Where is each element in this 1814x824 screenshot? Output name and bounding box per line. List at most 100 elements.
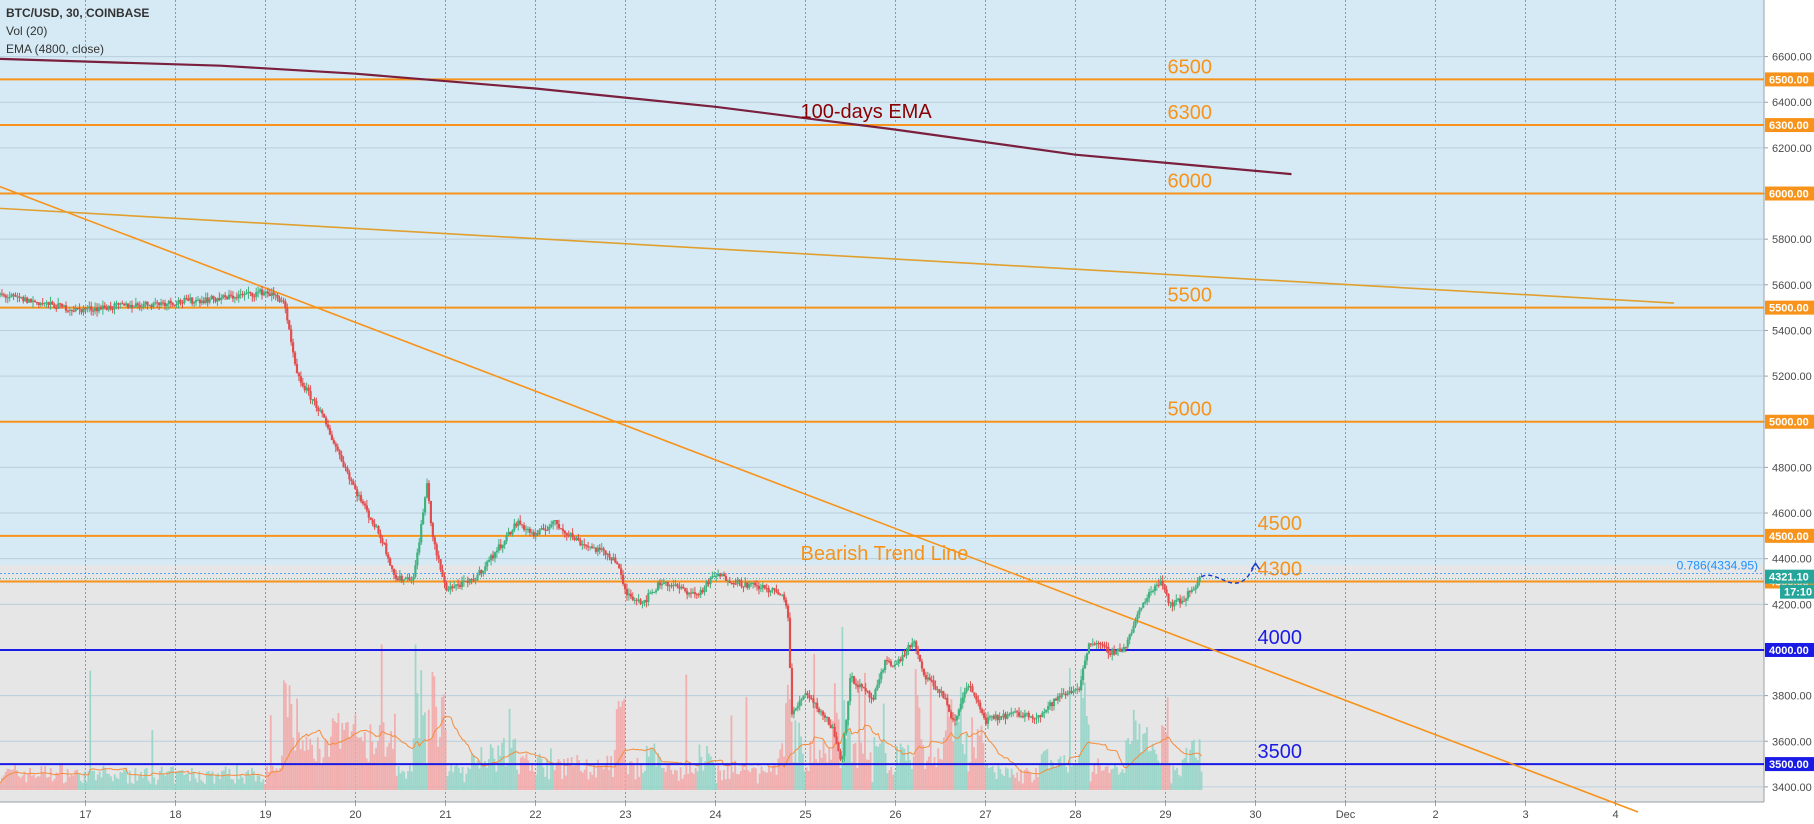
candle-body [818,708,821,713]
indicator-volume-label[interactable]: Vol (20) [6,24,47,38]
candle-body [338,450,341,455]
volume-bar [781,743,784,790]
candle-body [389,558,392,566]
volume-bar [395,775,398,790]
time-tick-label[interactable]: 24 [709,809,721,821]
time-tick-label[interactable]: 4 [1612,809,1618,821]
level-label: 6000 [1168,171,1213,193]
volume-bar [388,742,391,790]
volume-bar [1125,740,1128,790]
time-tick-label[interactable]: 19 [259,809,271,821]
volume-bar [854,742,857,790]
candle-body [84,308,87,310]
chart-legend[interactable]: BTC/USD, 30, COINBASE Vol (20) EMA (4800… [6,6,149,56]
indicator-ema-label[interactable]: EMA (4800, close) [6,42,104,56]
time-tick-label[interactable]: 2 [1432,809,1438,821]
volume-bar [1016,772,1019,790]
time-tick-label[interactable]: 27 [979,809,991,821]
time-axis[interactable]: 17 18 19 20 21 22 23 24 25 26 27 28 29 30 Dec 2 3 4 [79,802,1619,821]
volume-bar [809,740,812,790]
price-axis[interactable]: 3400.00 3600.00 3800.00 4000.00 4200.00 4400.… [1764,52,1814,794]
volume-bar [489,744,492,790]
candle-body [348,472,351,480]
candle-body [1070,691,1073,693]
volume-bar [345,722,347,790]
candle-body [1130,632,1133,635]
candle-body [1072,691,1075,693]
candle-body [346,467,349,473]
candle-body [1157,584,1160,586]
volume-bar [542,767,545,790]
candle-body [1124,647,1127,649]
candle-body [651,592,654,594]
volume-bar [615,709,618,790]
candle-body [849,677,852,702]
candle-body [951,717,955,720]
time-tick-label[interactable]: 28 [1069,809,1081,821]
candle-body [507,531,510,536]
volume-bar [299,749,302,790]
volume-bar [414,644,417,790]
volume-bar [283,680,285,790]
time-tick-label[interactable]: 23 [619,809,631,821]
candle-body [996,714,999,721]
volume-bar [89,670,92,790]
time-tick-label[interactable]: 30 [1249,809,1261,821]
candle-body [307,387,310,391]
volume-bar [1020,769,1022,790]
candle-body [350,479,353,482]
time-tick-label[interactable]: 3 [1522,809,1528,821]
candle-body [1043,711,1046,713]
candle-body [1126,639,1129,648]
candle-body [988,716,992,718]
candle-body [1041,712,1044,717]
volume-bar [826,762,829,790]
time-tick-label[interactable]: 20 [349,809,361,821]
volume-bar [93,770,95,790]
time-tick-label[interactable]: 25 [799,809,811,821]
projected-arrow [1250,561,1261,570]
volume-bar [375,747,377,790]
candle-body [1144,601,1147,603]
candle-body [1109,653,1112,655]
candle-body [955,715,959,721]
time-tick-label[interactable]: 18 [169,809,181,821]
candle-body [691,592,695,594]
time-tick-label[interactable]: 29 [1159,809,1171,821]
volume-bar [499,755,502,790]
candle-body [257,291,260,293]
volume-bar [623,698,626,790]
price-tick-label: 3400.00 [1772,782,1812,794]
time-tick-label[interactable]: 21 [439,809,451,821]
time-tick-label[interactable]: 22 [529,809,541,821]
candle-body [835,736,838,744]
volume-bar [540,758,543,790]
symbol-label[interactable]: BTC/USD, 30, COINBASE [6,6,149,20]
volume-bar [328,756,330,790]
candle-body [381,538,384,544]
volume-bar [204,783,206,790]
candle-body [297,373,301,377]
volume-bar [1089,781,1092,790]
candle-body [534,533,537,537]
candle-body [462,580,466,582]
candle-body [546,529,549,531]
candle-body [501,544,504,549]
candle-body [736,579,739,584]
volume-bar [267,771,270,790]
time-tick-label[interactable]: 26 [889,809,901,821]
volume-bar [907,744,910,790]
candle-body [443,576,446,583]
time-tick-label[interactable]: Dec [1336,809,1356,821]
volume-bar [801,753,804,790]
volume-bar [59,764,62,790]
candle-body [548,526,551,530]
candle-body [1184,598,1188,601]
candle-body [761,584,764,589]
volume-bar [726,762,729,790]
volume-bar [634,779,637,790]
candle-body [1006,714,1009,719]
time-tick-label[interactable]: 17 [79,809,91,821]
